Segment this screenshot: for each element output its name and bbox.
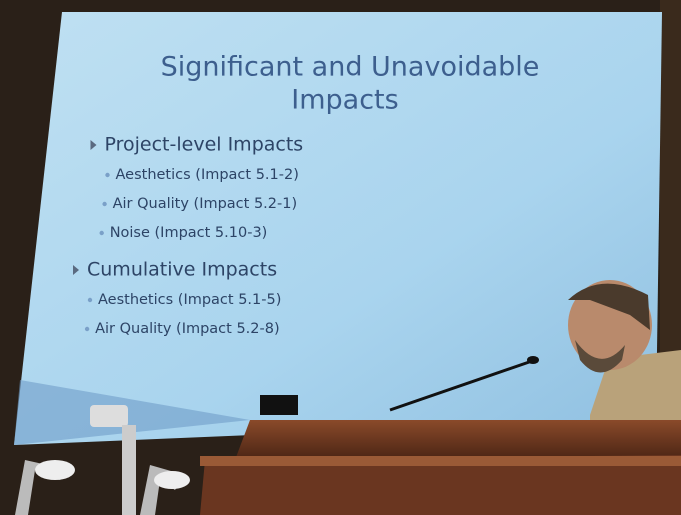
item: Aesthetics (Impact 5.1-2) (116, 167, 299, 183)
slide-title: Impacts (291, 85, 398, 116)
bullet-dot (105, 173, 109, 177)
section-heading: Cumulative Impacts (87, 259, 277, 281)
bullet-dot (88, 298, 92, 302)
item: Air Quality (Impact 5.2-8) (95, 321, 280, 337)
podium (200, 420, 681, 515)
photo: Significant and Unavoidable Impacts Proj… (0, 0, 681, 515)
item: Noise (Impact 5.10-3) (110, 225, 268, 241)
section-heading: Project-level Impacts (105, 134, 304, 156)
bullet-dot (100, 231, 104, 235)
item: Aesthetics (Impact 5.1-5) (98, 292, 281, 308)
item: Air Quality (Impact 5.2-1) (113, 196, 298, 212)
slide-title: Significant and Unavoidable (161, 52, 540, 83)
bullet-dot (102, 202, 106, 206)
bullet-dot (85, 327, 89, 331)
